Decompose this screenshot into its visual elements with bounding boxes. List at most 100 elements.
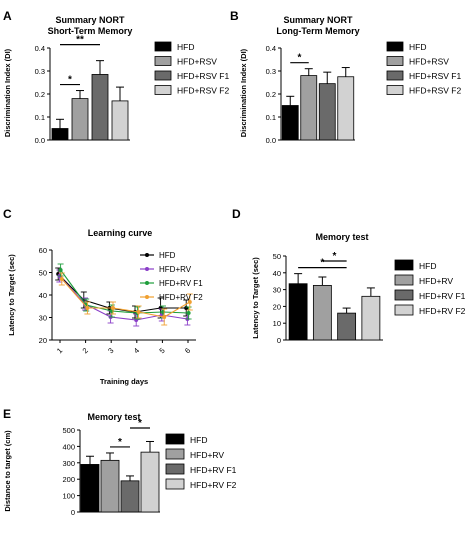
bar-2 [312,284,332,341]
bar-2 [100,459,120,513]
y-axis-label: Discrimination Index (DI) [239,48,248,137]
y-tick-label: 0.2 [35,90,45,99]
x-tick-label: 6 [183,346,192,355]
y-tick-label: 200 [62,475,75,484]
legend-label: HFD+RV F1 [159,279,203,288]
data-point [187,300,192,304]
bar-3 [91,74,109,141]
y-tick-label: 40 [273,269,281,278]
legend-swatch-4 [386,85,404,95]
y-tick-label: 0.1 [35,113,45,122]
bar-1 [288,283,308,341]
y-tick-label: 10 [273,319,281,328]
legend-label: HFD+RV [159,265,192,274]
chart-title: Memory test [315,232,368,242]
bar-4 [111,100,129,141]
data-point [162,315,167,319]
legend-marker [145,295,149,299]
y-axis-label: Latency to Target (sec) [7,254,16,336]
chart-subtitle: Long-Term Memory [276,26,359,36]
bar-3 [318,83,336,141]
panel-c: C Learning curve 20 30 40 50 60 Latency to Targ… [3,207,203,386]
legend-swatch-2 [154,56,172,66]
bar-1 [51,128,69,141]
legend-label: HFD+RSV F1 [409,71,461,81]
legend-swatch-2 [386,56,404,66]
y-tick-label: 0.3 [35,67,45,76]
legend-label: HFD [419,261,436,271]
x-tick-label: 4 [132,346,141,355]
y-tick-label: 30 [39,314,47,323]
legend-label: HFD [190,435,207,445]
y-tick-label: 300 [62,459,75,468]
legend-swatch-3 [154,70,172,81]
y-tick-label: 0 [71,508,75,517]
legend-swatch-1 [386,41,404,52]
significance-marker: * [68,75,72,86]
x-tick-label: 2 [81,346,90,355]
y-tick-label: 40 [39,291,47,300]
y-tick-label: 0.3 [266,67,276,76]
y-tick-label: 20 [39,336,47,345]
legend-label: HFD+RV F2 [419,306,466,316]
y-tick-label: 0.1 [266,113,276,122]
legend-label: HFD+RSV F2 [409,86,461,96]
legend-swatch-3 [394,289,414,301]
bar-3 [120,480,140,513]
bar-4 [361,295,381,341]
panel-letter-d: D [232,207,241,221]
legend-swatch-2 [165,448,185,460]
data-point [85,306,90,310]
x-axis-label: Training days [100,377,148,386]
significance-marker: * [118,437,122,448]
significance-marker: * [298,53,302,64]
bar-3 [337,312,357,341]
legend-swatch-3 [386,70,404,81]
legend-marker [145,267,149,271]
y-tick-label: 50 [39,269,47,278]
y-tick-label: 50 [273,252,281,261]
y-tick-label: 0.0 [35,136,45,145]
x-tick-label: 3 [106,346,115,355]
y-tick-label: 60 [39,246,47,255]
bar-1 [281,105,299,141]
y-tick-label: 400 [62,442,75,451]
legend-label: HFD+RSV [177,57,217,67]
legend-label: HFD [409,42,426,52]
bar-2 [71,98,89,141]
panel-d: D Memory test 0 10 20 30 40 50 Latency to Target… [232,207,466,345]
chart-title: Memory test [87,412,140,422]
legend-swatch-1 [394,259,414,271]
legend-swatch-2 [394,274,414,286]
series-line-3 [60,269,189,314]
legend-swatch-4 [154,85,172,95]
legend-label: HFD+RV F2 [159,293,203,302]
legend-label: HFD+RV F1 [419,291,466,301]
legend-swatch-1 [154,41,172,52]
y-axis-label: Distance to target (cm) [3,430,12,512]
legend-label: HFD+RSV [409,57,449,67]
legend-label: HFD+RSV F2 [177,86,229,96]
y-tick-label: 500 [62,426,75,435]
x-tick-label: 1 [55,346,64,355]
significance-marker: * [138,418,142,429]
y-tick-label: 0 [277,336,281,345]
bar-4 [140,451,160,513]
legend-label: HFD [177,42,194,52]
legend-label: HFD [159,251,176,260]
panel-letter-e: E [3,407,11,421]
significance-marker: * [333,251,337,262]
significance-marker: ** [76,35,84,46]
y-axis-label: Latency to Target (sec) [251,257,260,339]
panel-letter-b: B [230,9,239,23]
chart-subtitle: Short-Term Memory [48,26,133,36]
legend-label: HFD+RV F2 [190,480,237,490]
y-tick-label: 30 [273,286,281,295]
legend-swatch-4 [394,304,414,316]
y-tick-label: 0.4 [35,44,45,53]
chart-title: Summary NORT [55,15,125,25]
bar-4 [337,76,355,141]
